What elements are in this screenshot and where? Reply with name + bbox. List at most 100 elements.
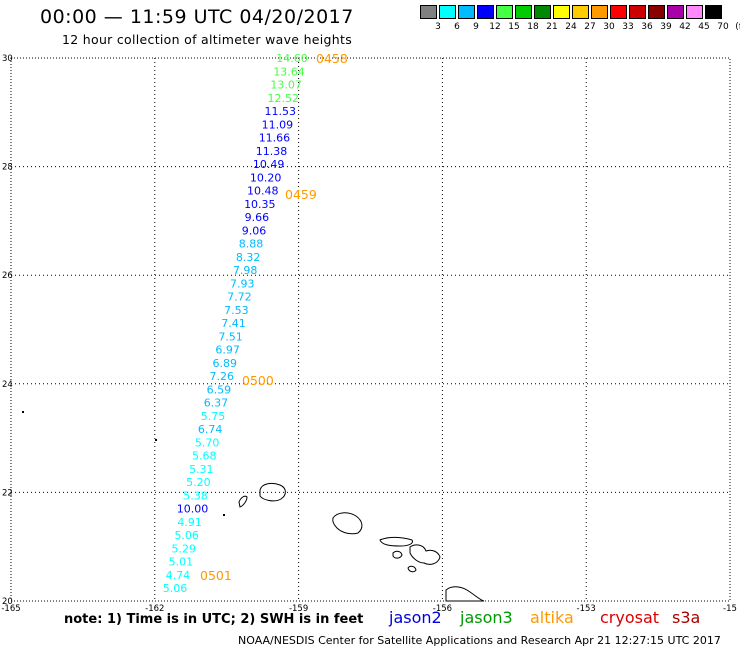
satellite-legend-item: jason3 — [460, 608, 513, 627]
color-scale-label: 9 — [473, 22, 479, 32]
color-scale-label: 36 — [641, 22, 653, 32]
color-scale-label: 33 — [622, 22, 634, 32]
color-swatch — [705, 5, 722, 19]
color-swatch — [591, 5, 608, 19]
color-swatch — [515, 5, 532, 19]
satellite-legend-item: jason2 — [389, 608, 442, 627]
color-scale-label: 24 — [565, 22, 577, 32]
swh-value-label: 5.01 — [169, 556, 194, 569]
swh-value-label: 6.74 — [198, 423, 223, 436]
swh-value-label: 10.49 — [253, 158, 285, 171]
small-islets — [22, 411, 225, 516]
color-swatch — [496, 5, 513, 19]
lanai-island — [392, 550, 403, 559]
swh-value-label: 9.06 — [242, 224, 267, 237]
swh-value-label: 4.74 — [166, 569, 191, 582]
color-swatch — [610, 5, 627, 19]
axis-labels: 30 28 26 24 22 20-165 -162 -159 -156 -153 -15 — [1, 54, 737, 614]
color-swatch — [572, 5, 589, 19]
swh-value-label: 13.64 — [273, 65, 305, 78]
color-swatch — [629, 5, 646, 19]
swh-value-label: 7.41 — [221, 317, 246, 330]
map-frame — [10, 57, 731, 602]
credit-line: NOAA/NESDIS Center for Satellite Applica… — [238, 634, 721, 647]
color-scale-label: 42 — [679, 22, 691, 32]
niihau-island — [238, 495, 248, 508]
longitude-tick-label: -153 — [577, 604, 596, 614]
swh-value-label: 8.88 — [239, 238, 264, 251]
latitude-tick-label: 22 — [2, 488, 13, 498]
swh-value-label: 5.75 — [201, 410, 226, 423]
swh-value-label: 7.51 — [218, 330, 243, 343]
latitude-tick-label: 24 — [2, 380, 13, 390]
latitude-tick-label: 30 — [2, 54, 13, 64]
swh-value-label: 5.20 — [186, 476, 211, 489]
satellite-legend-item: cryosat — [600, 608, 660, 627]
hawaii-coastline — [238, 482, 485, 602]
longitude-tick-label: -165 — [1, 604, 20, 614]
latitude-tick-label: 26 — [2, 271, 13, 281]
swh-value-label: 5.31 — [189, 463, 214, 476]
swh-value-label: 5.06 — [174, 529, 199, 542]
swh-value-label: 12.52 — [267, 92, 299, 105]
time-stamp-label: 0458 — [316, 51, 348, 66]
color-scale-label: 3 — [435, 22, 441, 32]
swh-value-label: 6.59 — [207, 383, 232, 396]
color-scale-label: 27 — [584, 22, 596, 32]
swh-value-label: 7.93 — [230, 277, 255, 290]
molokai-island — [379, 536, 413, 547]
swh-value-label: 10.20 — [250, 171, 282, 184]
color-scale-label: 6 — [454, 22, 460, 32]
color-scale-label: 21 — [546, 22, 558, 32]
color-scale-label: 70 — [717, 22, 729, 32]
time-stamp-label: 0500 — [242, 373, 274, 388]
swh-value-label: 5.70 — [195, 436, 220, 449]
time-stamp-label: 0459 — [285, 187, 317, 202]
oahu-island — [332, 512, 363, 535]
satellite-legend-item: altika — [530, 608, 574, 627]
color-scale-label: 39 — [660, 22, 672, 32]
color-scale-label: 12 — [489, 22, 501, 32]
swh-value-label: 13.07 — [270, 79, 302, 92]
satellite-legend-item: s3a — [672, 608, 701, 627]
latitude-tick-label: 28 — [2, 163, 13, 173]
swh-value-label: 5.68 — [192, 450, 217, 463]
swh-value-label: 11.66 — [259, 132, 291, 145]
swh-value-label: 11.09 — [262, 118, 294, 131]
swh-value-label: 10.35 — [244, 198, 276, 211]
swh-value-label: 7.98 — [233, 264, 258, 277]
swh-value-label: 6.89 — [212, 357, 237, 370]
color-scale-label: 45 — [698, 22, 710, 32]
color-scale-label: 18 — [527, 22, 539, 32]
longitude-tick-label: -159 — [289, 604, 308, 614]
maui-island — [409, 544, 441, 565]
swh-value-label: 9.66 — [245, 211, 270, 224]
altimeter-track: 14.6013.6413.0712.5211.5311.0911.6611.38… — [163, 52, 308, 595]
swh-value-label: 7.53 — [224, 304, 249, 317]
swh-value-label: 10.48 — [247, 185, 279, 198]
swh-value-label: 5.29 — [172, 542, 197, 555]
color-swatch — [439, 5, 456, 19]
footer-note: note: 1) Time is in UTC; 2) SWH is in fe… — [64, 612, 364, 627]
color-scale-label: 15 — [508, 22, 520, 32]
longitude-tick-label: -162 — [145, 604, 164, 614]
color-swatch — [458, 5, 475, 19]
longitude-tick-label: -156 — [433, 604, 452, 614]
color-swatch — [667, 5, 684, 19]
color-swatch — [648, 5, 665, 19]
color-scale-label: 30 — [603, 22, 615, 32]
swh-value-label: 11.38 — [256, 145, 288, 158]
swh-value-label: 10.00 — [177, 503, 209, 516]
time-stamp-label: 0501 — [200, 568, 232, 583]
swh-value-label: 8.32 — [236, 251, 261, 264]
graticule — [11, 58, 730, 601]
swh-value-label: 11.53 — [265, 105, 297, 118]
color-swatch — [686, 5, 703, 19]
kahoolawe-island — [407, 565, 417, 573]
hawaii-big-island — [445, 586, 485, 602]
color-scale-label: (ft) — [735, 22, 740, 32]
swh-value-label: 7.26 — [210, 370, 235, 383]
longitude-tick-label: -15 — [723, 604, 737, 614]
color-swatch — [420, 5, 437, 19]
